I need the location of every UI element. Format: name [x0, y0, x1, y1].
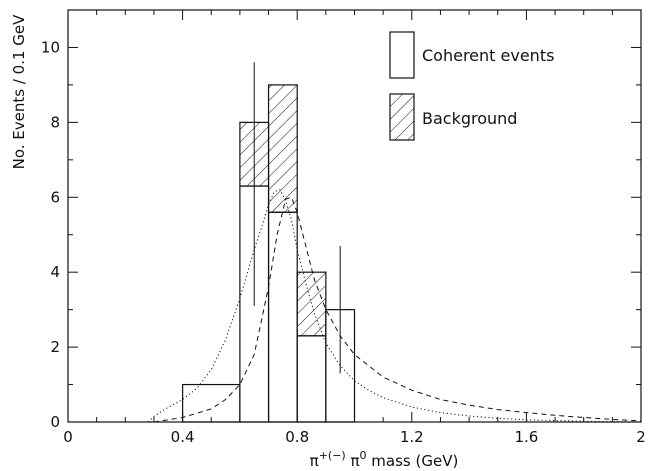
- bar-coherent: [296, 335, 327, 423]
- x-axis-label: π+(−) π0 mass (GeV): [310, 449, 459, 470]
- legend-swatch-coherent: [389, 31, 415, 79]
- x-label-sup-2: 0: [360, 449, 367, 462]
- legend: Coherent events Background: [389, 31, 554, 141]
- x-label-pi-2: π: [346, 452, 360, 470]
- x-tick-label: 2: [636, 428, 646, 446]
- x-tick-label: 1.2: [400, 428, 424, 446]
- x-label-pi-1: π: [310, 452, 319, 470]
- fit-curves: [147, 189, 642, 423]
- y-tick-label: 2: [50, 338, 60, 356]
- y-axis-label: No. Events / 0.1 GeV: [10, 14, 28, 170]
- x-tick-label: 1.6: [514, 428, 538, 446]
- legend-swatch-background: [389, 93, 415, 141]
- y-tick-label: 6: [50, 188, 60, 206]
- bar-background: [296, 271, 327, 337]
- x-tick-label: 0.8: [285, 428, 309, 446]
- bar-coherent: [182, 383, 241, 423]
- legend-label-background: Background: [422, 109, 517, 128]
- legend-label-coherent: Coherent events: [422, 46, 554, 65]
- y-tick-label: 10: [41, 38, 60, 56]
- bar-coherent: [267, 211, 298, 423]
- x-tick-label: 0: [63, 428, 73, 446]
- dotted-curve: [147, 189, 642, 423]
- axis-ticks: 0 0.4 0.8 1.2 1.6 2 0 2 4 6 8 10: [41, 10, 646, 446]
- y-tick-label: 8: [50, 113, 60, 131]
- x-label-rest: mass (GeV): [367, 452, 459, 470]
- x-label-sup-1: +(−): [319, 449, 346, 462]
- dashed-curve: [153, 196, 642, 423]
- bar-background: [267, 84, 298, 213]
- error-bars: [253, 62, 341, 374]
- y-tick-label: 4: [50, 263, 60, 281]
- histogram-bars: [182, 84, 356, 423]
- y-tick-label: 0: [50, 413, 60, 431]
- x-tick-label: 0.4: [171, 428, 195, 446]
